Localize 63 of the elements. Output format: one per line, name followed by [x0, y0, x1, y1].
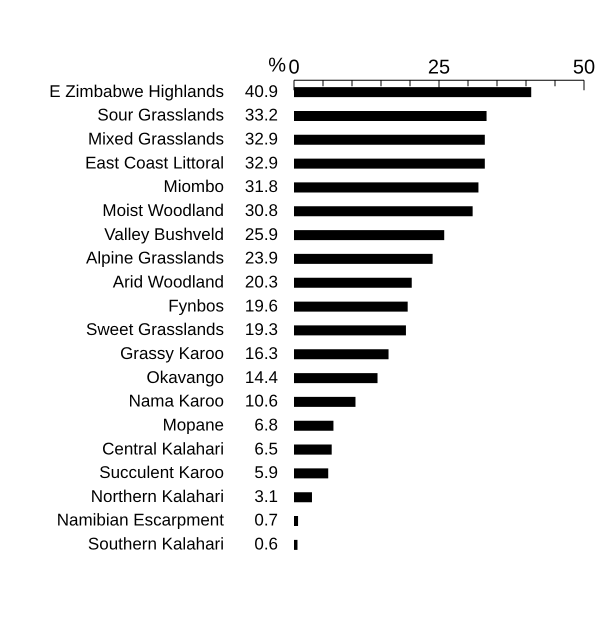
x-tick-label: 25 — [428, 56, 450, 79]
bar — [294, 516, 298, 526]
data-label: 16.3 — [244, 344, 278, 363]
y-tick-label: E Zimbabwe Highlands — [49, 82, 224, 101]
bar — [294, 420, 334, 431]
y-tick-label: Nama Karoo — [128, 392, 224, 411]
bar — [294, 230, 444, 240]
bar — [294, 325, 406, 336]
x-tick-label: 0 — [288, 56, 300, 79]
bar — [294, 158, 485, 169]
data-label: 32.9 — [244, 153, 278, 172]
y-tick-label: Miombo — [164, 177, 224, 196]
data-label: 10.6 — [244, 392, 278, 411]
data-label: 6.5 — [254, 439, 278, 458]
bar — [294, 492, 312, 502]
data-label: 31.8 — [244, 177, 278, 196]
bar — [294, 110, 487, 121]
y-tick-label: Namibian Escarpment — [56, 510, 224, 530]
bar — [294, 134, 485, 145]
data-label: 30.8 — [244, 200, 278, 220]
x-tick-label: 50 — [572, 56, 596, 79]
data-label: 23.9 — [244, 248, 278, 268]
bar — [294, 444, 332, 455]
bar — [294, 278, 412, 288]
bar — [294, 349, 389, 360]
data-label: 14.4 — [244, 368, 278, 387]
bar — [294, 396, 356, 407]
data-label: 25.9 — [244, 224, 278, 244]
y-tick-label: Valley Bushveld — [104, 224, 224, 244]
data-label: 20.3 — [244, 272, 278, 292]
data-label: 0.6 — [254, 534, 278, 554]
y-tick-label: Fynbos — [168, 296, 224, 316]
y-tick-label: Sweet Grasslands — [86, 320, 224, 340]
bar — [294, 206, 473, 216]
y-tick-label: Central Kalahari — [102, 439, 224, 458]
data-label: 5.9 — [254, 463, 278, 482]
bar — [294, 468, 328, 478]
bar — [294, 373, 378, 384]
y-tick-label: Succulent Karoo — [99, 463, 224, 482]
x-axis-title: % — [268, 54, 286, 77]
data-label: 19.3 — [244, 320, 278, 340]
y-tick-label: Sour Grasslands — [97, 106, 224, 125]
bar — [294, 302, 408, 312]
y-tick-label: Grassy Karoo — [120, 344, 224, 363]
y-tick-label: Arid Woodland — [112, 272, 224, 292]
y-tick-label: Mixed Grasslands — [88, 129, 224, 148]
y-tick-label: Mopane — [162, 415, 224, 434]
y-tick-label: Okavango — [146, 368, 224, 387]
y-tick-label: Southern Kalahari — [88, 534, 224, 554]
y-tick-label: Moist Woodland — [102, 200, 224, 220]
data-label: 3.1 — [254, 486, 278, 506]
y-tick-label: Northern Kalahari — [90, 486, 224, 506]
data-label: 32.9 — [244, 129, 278, 148]
y-tick-label: Alpine Grasslands — [86, 248, 224, 268]
data-label: 40.9 — [244, 82, 278, 101]
bar — [294, 182, 478, 192]
data-label: 6.8 — [254, 415, 278, 434]
data-label: 33.2 — [244, 106, 278, 125]
bar — [294, 254, 433, 264]
bar — [294, 540, 298, 550]
data-label: 19.6 — [244, 296, 278, 316]
y-tick-label: East Coast Littoral — [85, 153, 224, 172]
data-label: 0.7 — [254, 510, 278, 530]
